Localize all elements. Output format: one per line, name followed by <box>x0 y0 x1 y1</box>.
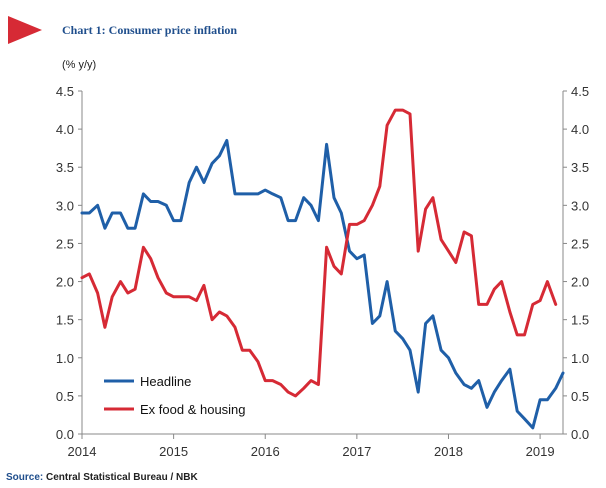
y-tick-label-right: 4.0 <box>571 122 589 137</box>
y-unit-label: (% y/y) <box>62 59 96 71</box>
y-tick-label-left: 1.0 <box>56 351 74 366</box>
y-tick-label-right: 3.5 <box>571 160 589 175</box>
x-tick-label: 2018 <box>434 444 463 459</box>
source-text: Central Statistical Bureau / NBK <box>46 472 198 483</box>
series-lines <box>80 108 565 430</box>
x-axis: 2014 2015 2016 2017 2018 2019 <box>68 434 555 459</box>
chart-title: Chart 1: Consumer price inflation <box>62 23 237 37</box>
x-tick-label: 2015 <box>159 444 188 459</box>
y-axis-left: 0.0 0.5 1.0 1.5 2.0 2.5 3.0 3.5 4.0 4.5 <box>56 84 82 442</box>
y-tick-label-right: 1.5 <box>571 313 589 328</box>
legend-label-headline: Headline <box>140 374 191 389</box>
y-tick-label-right: 2.5 <box>571 236 589 251</box>
y-tick-label-left: 4.0 <box>56 122 74 137</box>
y-tick-label-left: 3.5 <box>56 160 74 175</box>
x-tick-label: 2016 <box>251 444 280 459</box>
x-tick-label: 2017 <box>342 444 371 459</box>
title-marker-icon <box>8 16 42 44</box>
series-line-ex-food-housing <box>80 108 558 398</box>
series-line-headline <box>80 139 565 430</box>
y-tick-label-right: 0.0 <box>571 427 589 442</box>
y-tick-label-left: 0.0 <box>56 427 74 442</box>
y-tick-label-left: 3.0 <box>56 198 74 213</box>
y-tick-label-right: 0.5 <box>571 389 589 404</box>
y-tick-label-right: 1.0 <box>571 351 589 366</box>
y-tick-label-right: 2.0 <box>571 275 589 290</box>
y-tick-label-left: 0.5 <box>56 389 74 404</box>
legend-label-ex-food-housing: Ex food & housing <box>140 402 246 417</box>
x-tick-label: 2019 <box>526 444 555 459</box>
y-axis-right: 0.0 0.5 1.0 1.5 2.0 2.5 3.0 3.5 4.0 4.5 <box>563 84 589 442</box>
y-tick-label-right: 3.0 <box>571 198 589 213</box>
y-tick-label-left: 2.5 <box>56 236 74 251</box>
x-tick-label: 2014 <box>68 444 97 459</box>
y-tick-label-right: 4.5 <box>571 84 589 99</box>
y-tick-label-left: 4.5 <box>56 84 74 99</box>
legend: Headline Ex food & housing <box>104 374 246 417</box>
y-tick-label-left: 1.5 <box>56 313 74 328</box>
source-label: Source: <box>6 472 43 483</box>
y-tick-label-left: 2.0 <box>56 275 74 290</box>
